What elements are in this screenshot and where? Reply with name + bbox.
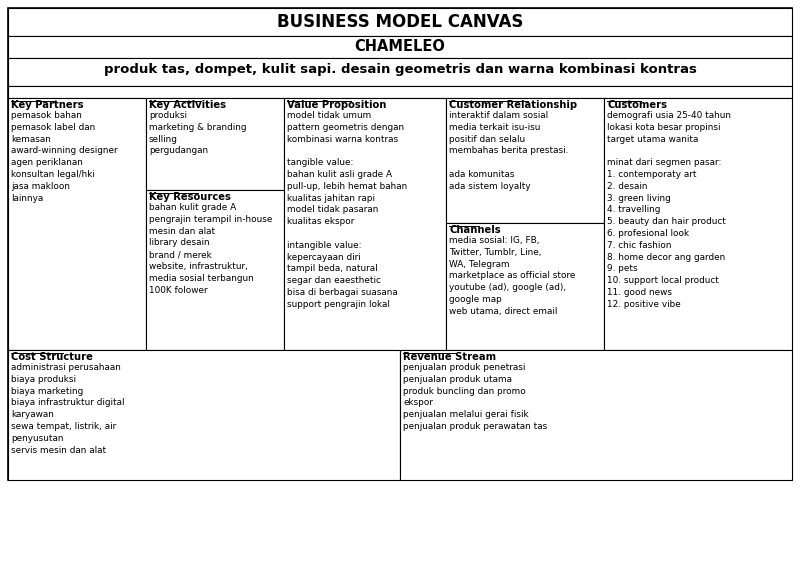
Text: penjualan produk penetrasi
penjualan produk utama
produk buncling dan promo
eksp: penjualan produk penetrasi penjualan pro…: [403, 363, 547, 431]
FancyBboxPatch shape: [446, 98, 604, 223]
FancyBboxPatch shape: [146, 190, 284, 350]
FancyBboxPatch shape: [446, 223, 604, 350]
FancyBboxPatch shape: [284, 98, 446, 350]
Text: Value Proposition: Value Proposition: [287, 100, 386, 110]
Text: administrasi perusahaan
biaya produksi
biaya marketing
biaya infrastruktur digit: administrasi perusahaan biaya produksi b…: [11, 363, 125, 454]
Text: pemasok bahan
pemasok label dan
kemasan
award-winning designer
agen periklanan
k: pemasok bahan pemasok label dan kemasan …: [11, 111, 118, 203]
FancyBboxPatch shape: [8, 86, 792, 98]
Text: Customer Relationship: Customer Relationship: [449, 100, 577, 110]
FancyBboxPatch shape: [8, 98, 146, 350]
Text: bahan kulit grade A
pengrajin terampil in-house
mesin dan alat
library desain
br: bahan kulit grade A pengrajin terampil i…: [149, 203, 272, 294]
Text: Channels: Channels: [449, 225, 501, 235]
Text: media sosial: IG, FB,
Twitter, Tumblr, Line,
WA, Telegram
marketplace as officia: media sosial: IG, FB, Twitter, Tumblr, L…: [449, 236, 575, 316]
Text: interaktif dalam sosial
media terkait isu-isu
positif dan selalu
membahas berita: interaktif dalam sosial media terkait is…: [449, 111, 568, 191]
FancyBboxPatch shape: [8, 350, 400, 480]
Text: CHAMELEO: CHAMELEO: [354, 39, 446, 54]
Text: BUSINESS MODEL CANVAS: BUSINESS MODEL CANVAS: [277, 13, 523, 31]
Text: produk tas, dompet, kulit sapi. desain geometris dan warna kombinasi kontras: produk tas, dompet, kulit sapi. desain g…: [103, 63, 697, 76]
Text: Customers: Customers: [607, 100, 667, 110]
Text: Cost Structure: Cost Structure: [11, 352, 93, 362]
FancyBboxPatch shape: [8, 8, 792, 480]
FancyBboxPatch shape: [8, 8, 792, 36]
Text: demografi usia 25-40 tahun
lokasi kota besar propinsi
target utama wanita

minat: demografi usia 25-40 tahun lokasi kota b…: [607, 111, 731, 309]
FancyBboxPatch shape: [146, 98, 284, 190]
FancyBboxPatch shape: [8, 58, 792, 86]
Text: Revenue Stream: Revenue Stream: [403, 352, 496, 362]
Text: model tidak umum
pattern geometris dengan
kombinasi warna kontras

tangible valu: model tidak umum pattern geometris denga…: [287, 111, 407, 309]
Text: produksi
marketing & branding
selling
pergudangan: produksi marketing & branding selling pe…: [149, 111, 246, 156]
FancyBboxPatch shape: [400, 350, 792, 480]
Text: Key Partners: Key Partners: [11, 100, 83, 110]
Text: Key Resources: Key Resources: [149, 192, 231, 202]
FancyBboxPatch shape: [8, 36, 792, 58]
Text: Key Activities: Key Activities: [149, 100, 226, 110]
FancyBboxPatch shape: [604, 98, 792, 350]
